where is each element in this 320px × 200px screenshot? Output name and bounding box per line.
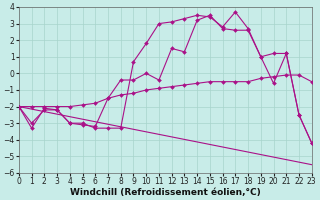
X-axis label: Windchill (Refroidissement éolien,°C): Windchill (Refroidissement éolien,°C) [70,188,261,197]
